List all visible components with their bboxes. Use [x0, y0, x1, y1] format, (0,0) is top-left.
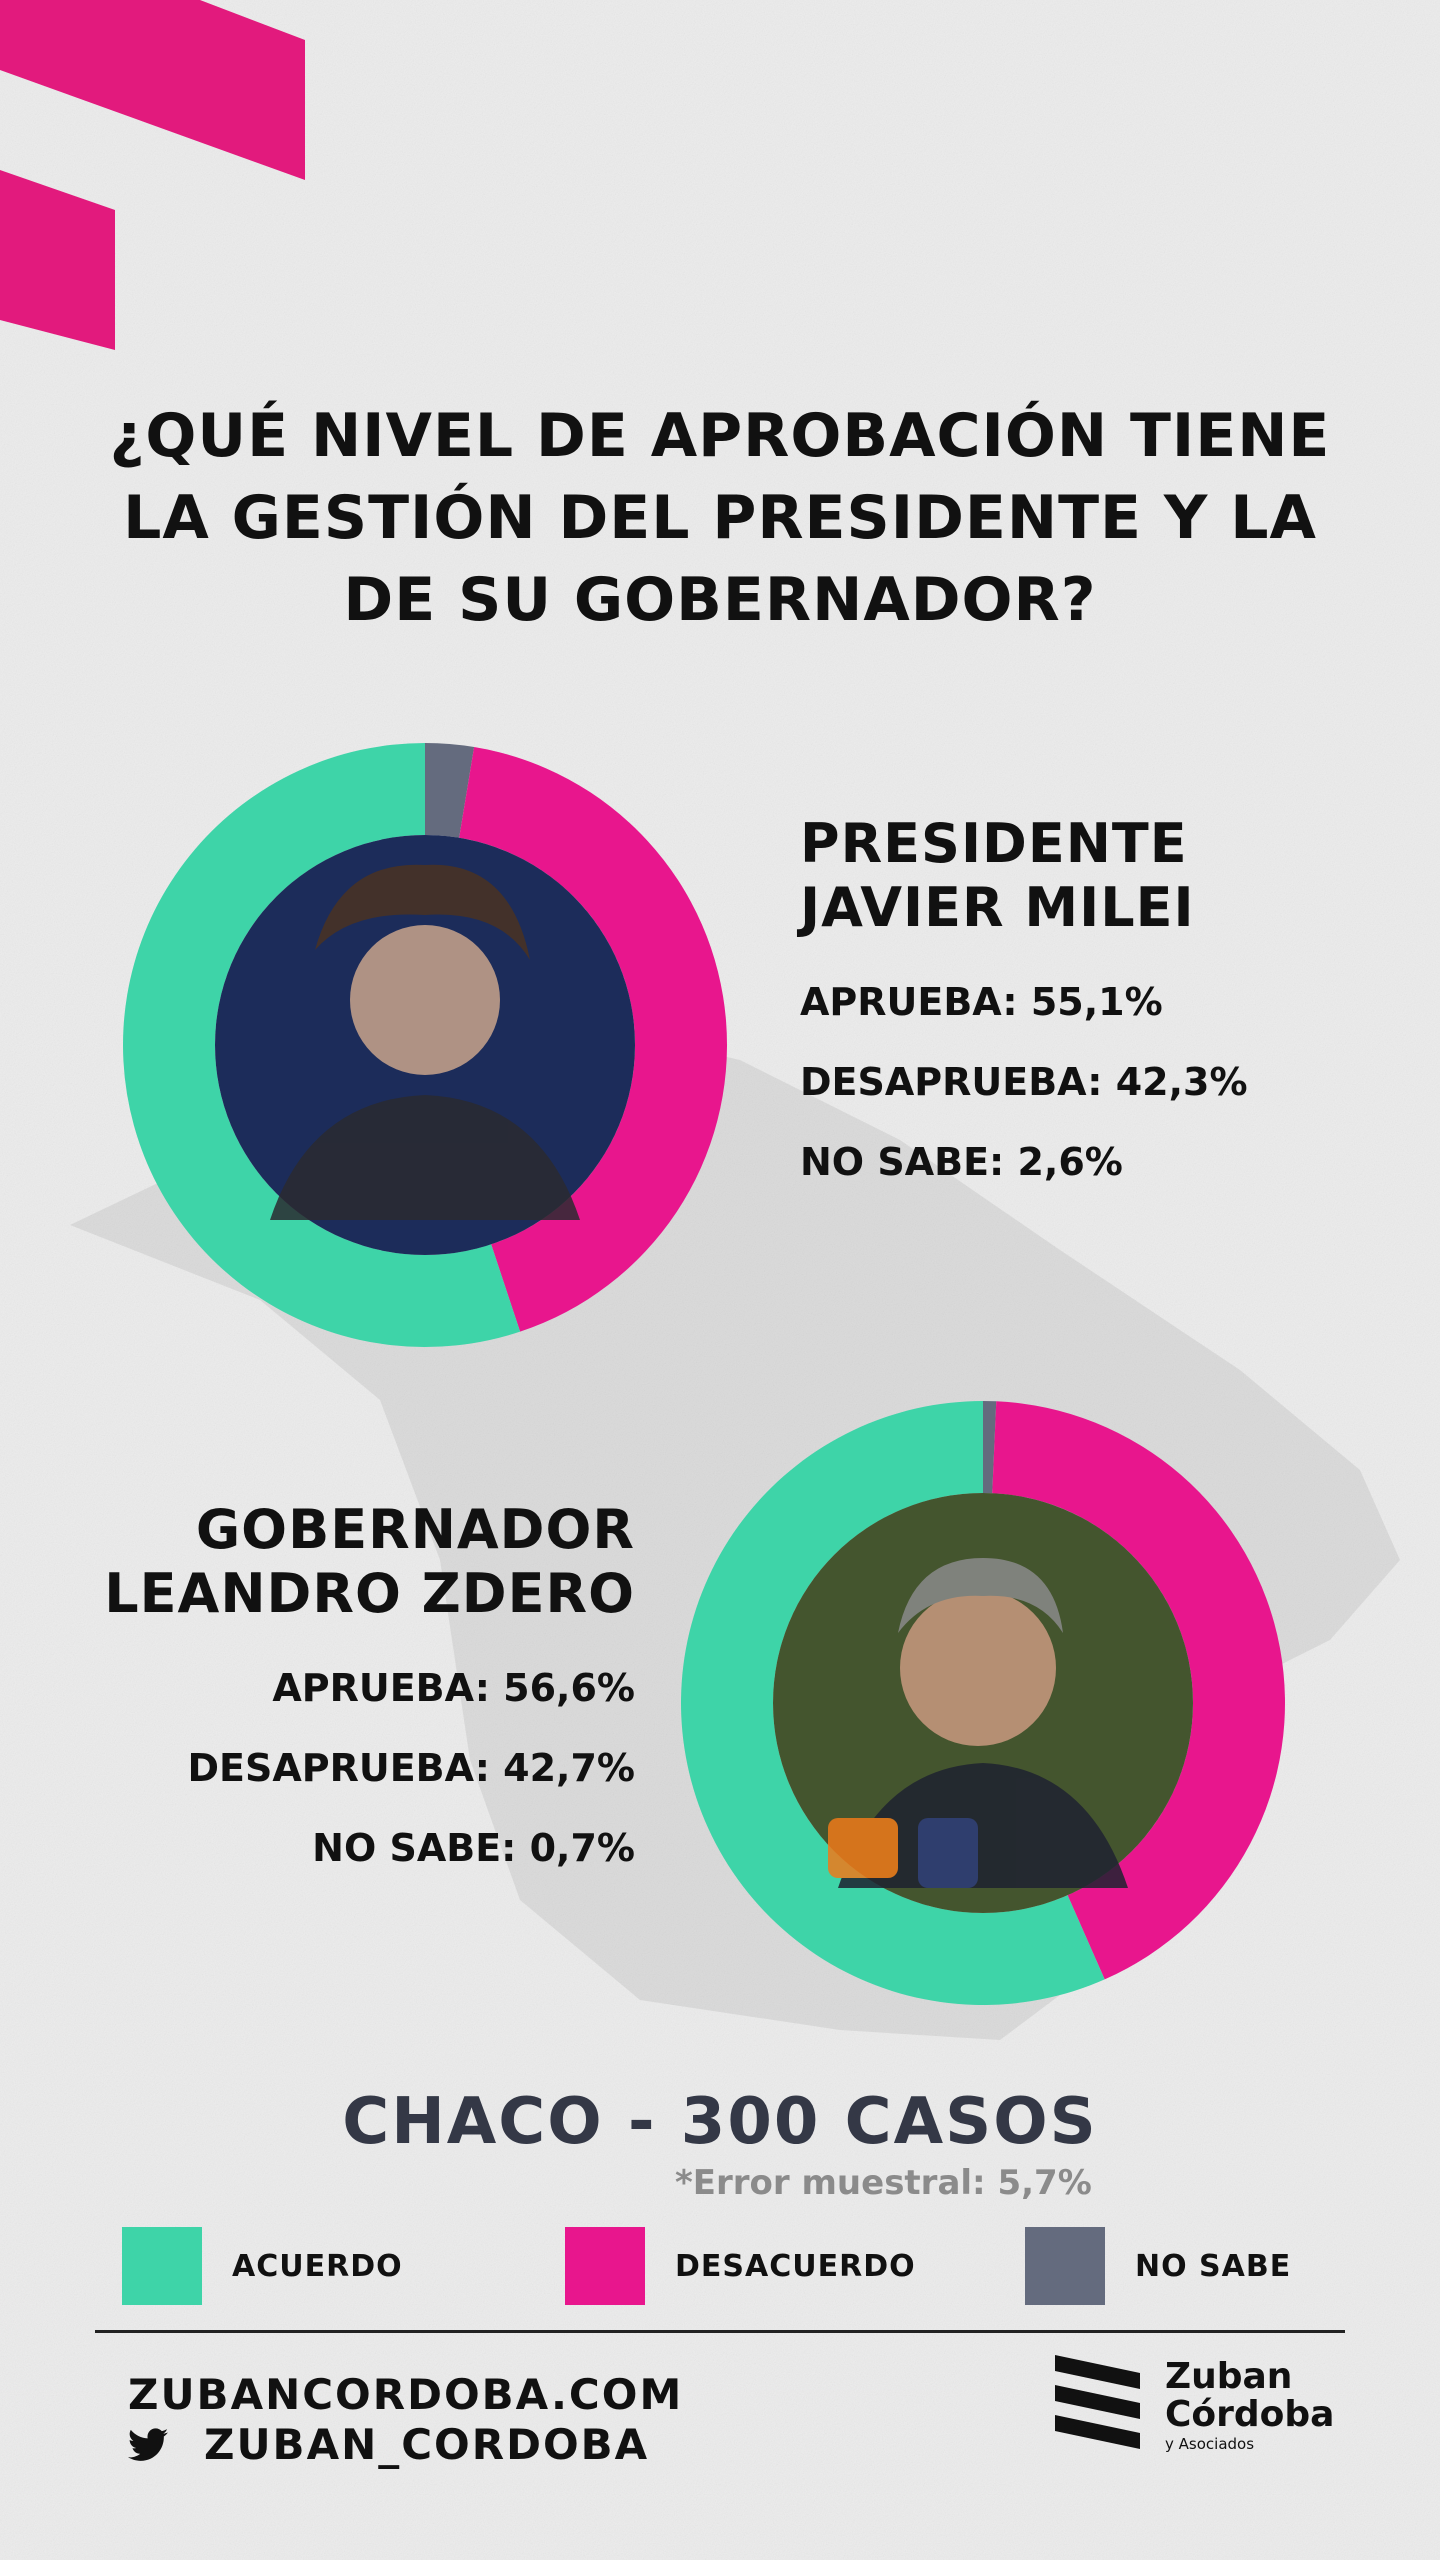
donut-slice-no-sabe — [425, 743, 475, 838]
president-fullname: JAVIER MILEI — [800, 876, 1195, 939]
brand-text-line-1: Zuban — [1165, 2355, 1293, 2397]
website-link[interactable]: ZUBANCORDOBA.COM — [128, 2370, 684, 2419]
headline-line-1: ¿QUÉ NIVEL DE APROBACIÓN TIENE — [109, 401, 1331, 471]
legend-label-desacuerdo: DESACUERDO — [675, 2248, 916, 2284]
person-silhouette-governor — [828, 1558, 1128, 1888]
donut-slice-acuerdo — [680, 1401, 1105, 2005]
twitter-bird-icon — [128, 2427, 168, 2461]
donut-slice-no-sabe — [983, 1401, 997, 1494]
twitter-handle: ZUBAN_CORDOBA — [204, 2420, 650, 2469]
brand-text-line-3: y Asociados — [1165, 2434, 1255, 2453]
donut-svg-governor — [680, 1401, 1285, 2005]
brand-text: Zuban Córdoba y Asociados — [1165, 2355, 1335, 2453]
brand-logo: Zuban Córdoba y Asociados — [1050, 2355, 1334, 2455]
legend-label-acuerdo: ACUERDO — [232, 2248, 403, 2284]
donut-chart-governor — [678, 1398, 1288, 2008]
governor-name: GOBERNADOR LEANDRO ZDERO — [90, 1498, 635, 1626]
legend-label-nosabe: NO SABE — [1135, 2248, 1292, 2284]
donut-slice-desacuerdo — [992, 1401, 1285, 1980]
president-name: PRESIDENTE JAVIER MILEI — [800, 812, 1248, 940]
sample-size: CHACO - 300 CASOS — [342, 2085, 1098, 2159]
president-stat-nosabe: NO SABE: 2,6% — [800, 1140, 1123, 1184]
president-stat-desaprueba: DESAPRUEBA: 42,3% — [800, 1060, 1248, 1104]
governor-stat-desaprueba: DESAPRUEBA: 42,7% — [187, 1746, 635, 1790]
headline-line-3: DE SU GOBERNADOR? — [343, 565, 1097, 635]
governor-stat-nosabe: NO SABE: 0,7% — [312, 1826, 635, 1870]
governor-stat-aprueba: APRUEBA: 56,6% — [272, 1666, 635, 1710]
person-silhouette-president — [270, 864, 580, 1220]
sampling-error: *Error muestral: 5,7% — [675, 2163, 1092, 2203]
donut-slice-desacuerdo — [459, 747, 727, 1332]
governor-fullname: LEANDRO ZDERO — [104, 1562, 635, 1625]
legend-swatch-desacuerdo — [565, 2227, 645, 2305]
legend-swatch-acuerdo — [122, 2227, 202, 2305]
legend-item-desacuerdo: DESACUERDO — [565, 2227, 916, 2305]
donut-slice-acuerdo — [122, 743, 521, 1347]
donut-svg-president — [122, 743, 727, 1347]
governor-title: GOBERNADOR — [195, 1498, 635, 1561]
legend-item-nosabe: NO SABE — [1025, 2227, 1291, 2305]
brand-text-line-2: Córdoba — [1165, 2393, 1335, 2435]
president-title: PRESIDENTE — [800, 812, 1188, 875]
donut-chart-president — [120, 740, 730, 1350]
legend-swatch-nosabe — [1025, 2227, 1105, 2305]
info-president: PRESIDENTE JAVIER MILEI APRUEBA: 55,1% D… — [800, 812, 1248, 1220]
twitter-handle-row[interactable]: ZUBAN_CORDOBA — [128, 2420, 649, 2469]
decorative-stripes — [0, 0, 305, 350]
legend-item-acuerdo: ACUERDO — [122, 2227, 403, 2305]
headline-line-2: LA GESTIÓN DEL PRESIDENTE Y LA — [123, 483, 1317, 553]
info-governor: GOBERNADOR LEANDRO ZDERO APRUEBA: 56,6% … — [90, 1498, 635, 1906]
headline: ¿QUÉ NIVEL DE APROBACIÓN TIENE LA GESTIÓ… — [60, 395, 1380, 641]
footer-divider — [95, 2330, 1345, 2333]
brand-stripes-icon — [1055, 2355, 1140, 2449]
president-stat-aprueba: APRUEBA: 55,1% — [800, 980, 1163, 1024]
